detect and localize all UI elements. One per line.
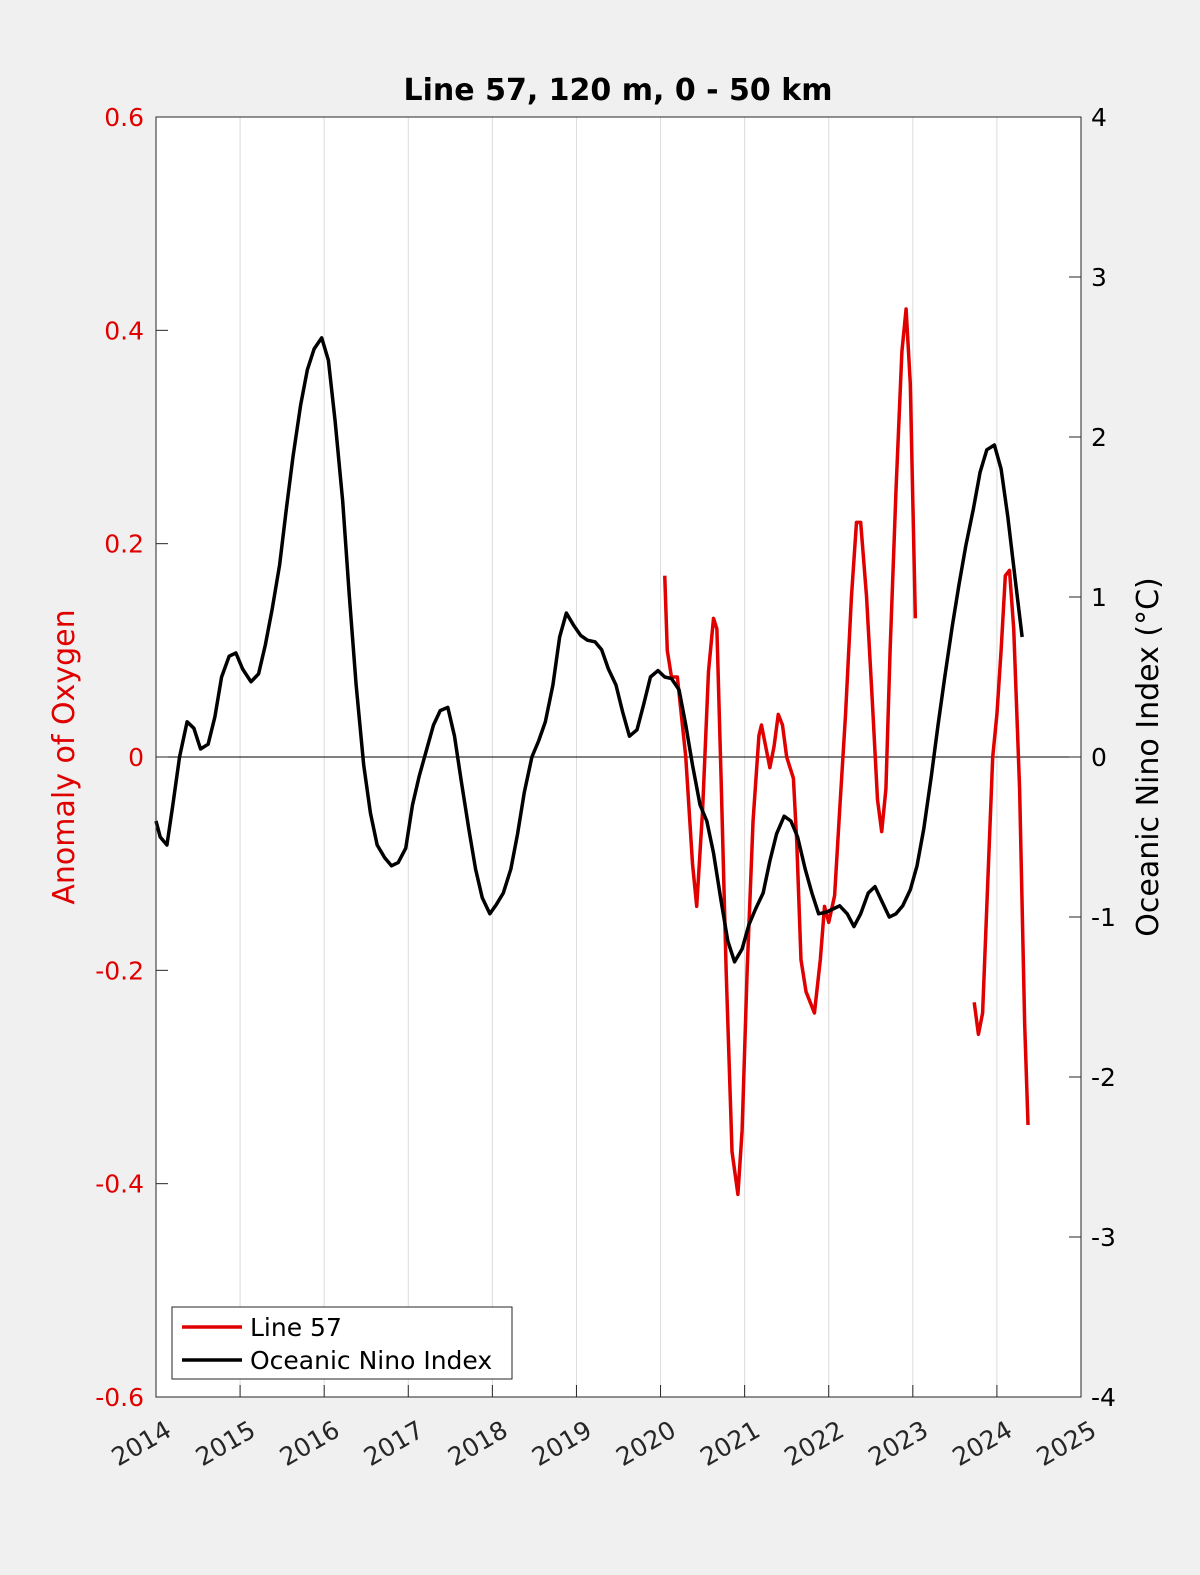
x-tick-label: 2022 bbox=[779, 1415, 849, 1472]
left-tick-label: -0.2 bbox=[95, 956, 144, 985]
x-tick-label: 2025 bbox=[1032, 1415, 1102, 1472]
x-tick-label: 2017 bbox=[359, 1415, 429, 1472]
right-tick-label: 3 bbox=[1091, 263, 1107, 292]
legend-label-oni: Oceanic Nino Index bbox=[250, 1346, 492, 1375]
left-tick-label: 0 bbox=[128, 743, 144, 772]
right-tick-label: 0 bbox=[1091, 743, 1107, 772]
x-tick-label: 2019 bbox=[527, 1415, 597, 1472]
left-tick-label: -0.4 bbox=[95, 1170, 144, 1199]
x-tick-label: 2024 bbox=[948, 1415, 1018, 1472]
left-tick-label: 0.2 bbox=[104, 530, 144, 559]
right-tick-label: -3 bbox=[1091, 1223, 1116, 1252]
x-tick-label: 2021 bbox=[695, 1415, 765, 1472]
right-axis-ticks: -4 -3 -2 -1 0 1 2 3 4 bbox=[1069, 103, 1116, 1412]
x-tick-label: 2020 bbox=[611, 1415, 681, 1472]
right-tick-label: 4 bbox=[1091, 103, 1107, 132]
left-axis-label: Anomaly of Oxygen bbox=[47, 609, 82, 904]
right-tick-label: -2 bbox=[1091, 1063, 1116, 1092]
legend-box bbox=[171, 1306, 513, 1380]
right-tick-label: -1 bbox=[1091, 903, 1116, 932]
x-tick-label: 2015 bbox=[191, 1415, 261, 1472]
series-layer bbox=[154, 307, 1030, 1197]
chart-title: Line 57, 120 m, 0 - 50 km bbox=[404, 73, 833, 108]
x-tick-label: 2018 bbox=[443, 1415, 513, 1472]
series-line-line57 bbox=[663, 307, 918, 1197]
series-line-line57 bbox=[972, 568, 1030, 1126]
x-tick-label: 2014 bbox=[107, 1415, 177, 1472]
legend-label-line57: Line 57 bbox=[250, 1313, 342, 1342]
right-tick-label: 1 bbox=[1091, 583, 1107, 612]
x-tick-label: 2016 bbox=[275, 1415, 345, 1472]
left-tick-label: 0.6 bbox=[104, 103, 144, 132]
left-tick-label: -0.6 bbox=[95, 1383, 144, 1412]
x-tick-label: 2023 bbox=[863, 1415, 933, 1472]
left-tick-label: 0.4 bbox=[104, 316, 144, 345]
right-tick-label: -4 bbox=[1091, 1383, 1116, 1412]
right-tick-label: 2 bbox=[1091, 423, 1107, 452]
x-axis-ticks: 2014 2015 2016 2017 2018 2019 2020 2021 2022 2023… bbox=[107, 1385, 1102, 1472]
series-line-oni bbox=[154, 336, 1024, 964]
legend: Line 57 Oceanic Nino Index bbox=[171, 1306, 513, 1380]
right-axis-label: Oceanic Nino Index (°C) bbox=[1131, 577, 1166, 937]
left-axis-ticks: -0.6 -0.4 -0.2 0 0.2 0.4 0.6 bbox=[95, 103, 168, 1412]
